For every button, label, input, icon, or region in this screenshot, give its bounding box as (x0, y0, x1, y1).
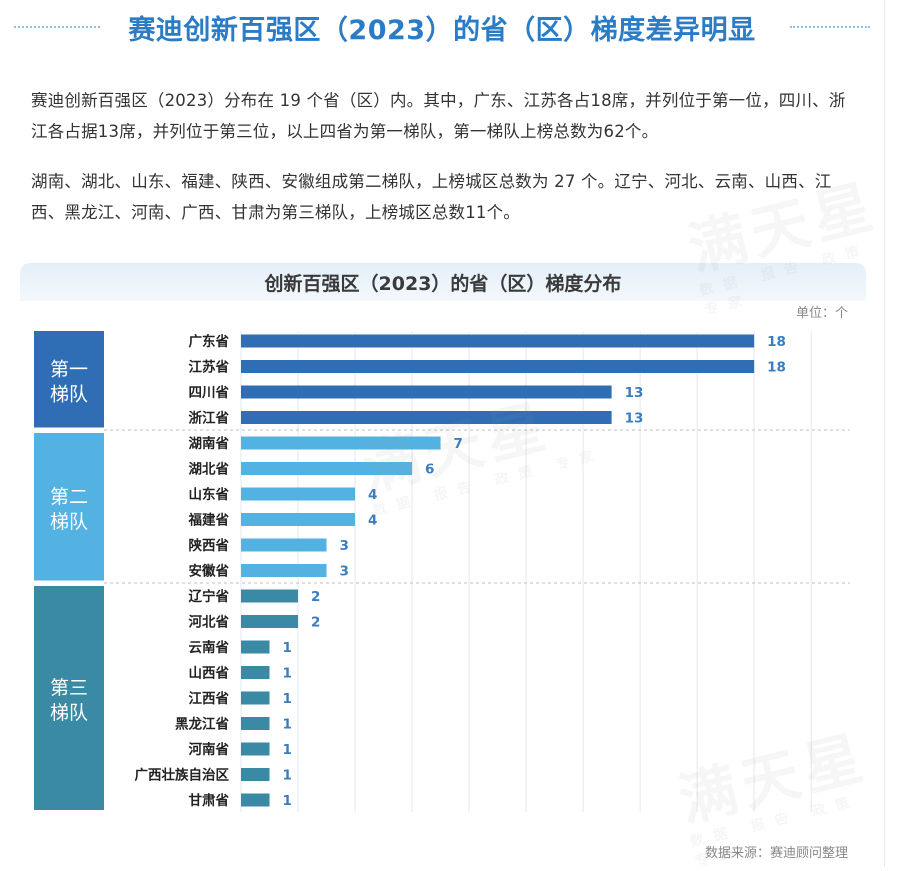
tier-label: 第三 (50, 677, 88, 699)
data-label: 7 (454, 436, 463, 452)
category-label: 江西省 (189, 690, 230, 707)
category-label: 山西省 (189, 665, 230, 682)
tier-label: 梯队 (50, 702, 88, 724)
category-label: 云南省 (189, 639, 230, 656)
data-label: 1 (283, 666, 292, 682)
tier-box (34, 331, 104, 428)
data-label: 13 (625, 385, 644, 401)
data-label: 3 (340, 538, 349, 554)
intro-paragraph-1: 赛迪创新百强区（2023）分布在 19 个省（区）内。其中，广东、江苏各占18席… (31, 91, 846, 141)
category-label: 四川省 (189, 384, 230, 401)
bar (241, 717, 270, 730)
bar (241, 411, 612, 424)
source-label: 数据来源：赛迪顾问整理 (704, 846, 848, 861)
data-label: 1 (283, 691, 292, 707)
category-label: 江苏省 (189, 359, 230, 376)
data-label: 1 (283, 640, 292, 656)
tier-box (34, 433, 104, 581)
bar (241, 360, 755, 373)
page-title: 赛迪创新百强区（2023）的省（区）梯度差异明显 (128, 14, 756, 46)
tier-label: 第一 (50, 358, 88, 380)
bar (241, 436, 441, 450)
bar (241, 742, 270, 756)
data-label: 4 (368, 487, 377, 503)
page-frame: 赛迪创新百强区（2023）的省（区）梯度差异明显 赛迪创新百强区（2023）分布… (0, 0, 885, 867)
bar (241, 487, 356, 501)
data-label: 2 (311, 615, 320, 631)
data-label: 3 (340, 564, 349, 580)
title-bar: 赛迪创新百强区（2023）的省（区）梯度差异明显 (0, 0, 884, 52)
category-label: 河南省 (189, 741, 230, 758)
bar (241, 793, 270, 807)
tier-label: 第二 (50, 486, 88, 508)
bar (241, 334, 755, 348)
bar (241, 538, 327, 552)
category-label: 广西壮族自治区 (135, 767, 230, 784)
category-label: 黑龙江省 (175, 716, 229, 733)
data-label: 18 (767, 334, 786, 350)
bar (241, 513, 356, 526)
category-label: 浙江省 (189, 410, 230, 427)
data-label: 13 (625, 411, 644, 427)
data-label: 1 (283, 793, 292, 809)
data-label: 1 (283, 742, 292, 758)
category-label: 湖北省 (189, 461, 230, 478)
data-label: 18 (767, 360, 786, 376)
bar (241, 640, 270, 654)
category-label: 河北省 (189, 614, 230, 631)
bar (241, 564, 327, 577)
category-label: 山东省 (189, 486, 230, 503)
data-label: 1 (283, 768, 292, 784)
category-label: 湖南省 (189, 435, 230, 452)
category-label: 辽宁省 (189, 588, 230, 605)
bar (241, 768, 270, 781)
bar (241, 666, 270, 679)
bar (241, 385, 612, 399)
category-label: 福建省 (188, 512, 230, 529)
data-label: 4 (368, 513, 377, 529)
title-rule-right (790, 26, 870, 28)
category-label: 广东省 (189, 333, 230, 350)
chart-header: 创新百强区（2023）的省（区）梯度分布 (20, 263, 866, 301)
title-rule-left (14, 26, 100, 28)
bar (241, 462, 413, 475)
category-label: 甘肃省 (189, 792, 230, 809)
tier-label: 梯队 (50, 511, 88, 533)
unit-label: 单位：个 (795, 306, 848, 321)
bar (241, 589, 299, 603)
tier-label: 梯队 (50, 383, 88, 405)
data-label: 6 (425, 462, 434, 478)
tier-box (34, 586, 104, 810)
data-label: 2 (311, 589, 320, 605)
category-label: 陕西省 (189, 537, 230, 554)
category-label: 安徽省 (189, 563, 230, 580)
data-label: 1 (283, 717, 292, 733)
chart-card: 创新百强区（2023）的省（区）梯度分布 单位：个 第一梯队 广东省 18 江苏省 18… (20, 263, 866, 867)
chart-title: 创新百强区（2023）的省（区）梯度分布 (264, 272, 622, 295)
intro-paragraph-2: 湖南、湖北、山东、福建、陕西、安徽组成第二梯队，上榜城区总数为 27 个。辽宁、… (31, 172, 832, 222)
bar (241, 615, 299, 628)
bar (241, 691, 270, 705)
